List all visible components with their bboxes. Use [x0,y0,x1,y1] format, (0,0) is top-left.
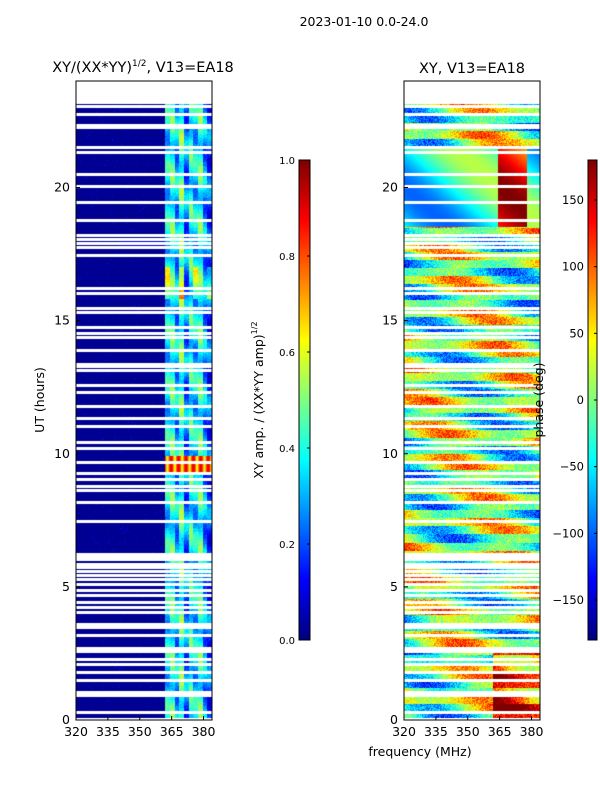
colorbar-tick-label: −150 [552,593,584,607]
colorbar-tick-label: 50 [569,326,584,340]
x-tick-label: 380 [520,724,544,739]
y-tick-label: 15 [382,313,398,328]
x-axis-label: frequency (MHz) [368,744,471,759]
amplitude-panel: XY/(XX*YY)1/2, V13=EA18 320 335 350 365 380 … [32,59,234,739]
amplitude-colorbar-frame [298,159,311,641]
amplitude-heatmap [76,81,212,720]
phase-colorbar-ticks: −150 −100 −50 0 50 100 150 [552,193,597,607]
x-tick-label: 365 [160,724,184,739]
suptitle: 2023-01-10 0.0-24.0 [300,14,429,29]
amplitude-plot-frame [75,80,213,721]
y-tick-label: 0 [390,712,398,727]
colorbar-tick-label: 0.4 [279,444,295,455]
y-tick-label: 20 [382,180,398,195]
x-tick-label: 335 [424,724,448,739]
x-tick-label: 320 [64,724,88,739]
amplitude-panel-title: XY/(XX*YY)1/2, V13=EA18 [52,59,234,76]
x-tick-label: 320 [392,724,416,739]
amplitude-colorbar-gradient [299,160,310,640]
x-tick-label: 350 [456,724,480,739]
colorbar-tick-label: 0 [577,393,584,407]
y-tick-label: 10 [54,446,70,461]
colorbar-tick-label: 1.0 [279,156,295,167]
phase-panel: XY, V13=EA18 320 335 350 365 380 0 5 10 15 20 [382,61,543,739]
phase-colorbar-label: phase (deg) [531,362,546,437]
amplitude-colorbar: 0.0 0.2 0.4 0.6 0.8 1.0 XY amp. / (XX*YY amp)… [250,156,311,647]
x-tick-label: 350 [128,724,152,739]
y-tick-label: 15 [54,313,70,328]
x-tick-label: 335 [96,724,120,739]
colorbar-tick-label: 0.8 [279,252,295,263]
amplitude-y-axis: 0 5 10 15 20 [54,180,80,727]
y-tick-label: 5 [390,579,398,594]
colorbar-tick-label: −100 [552,526,584,540]
y-tick-label: 20 [54,180,70,195]
colorbar-tick-label: 100 [562,260,584,274]
y-tick-label: 10 [382,446,398,461]
amplitude-colorbar-label: XY amp. / (XX*YY amp)1/2 [250,321,266,478]
amplitude-x-axis: 320 335 350 365 380 [64,716,215,739]
amplitude-colorbar-ticks: 0.0 0.2 0.4 0.6 0.8 1.0 [279,156,310,647]
x-tick-label: 365 [488,724,512,739]
phase-panel-title: XY, V13=EA18 [419,61,525,77]
colorbar-tick-label: 0.0 [279,636,295,647]
phase-y-axis: 0 5 10 15 20 [382,180,408,727]
phase-heatmap [404,81,540,720]
phase-colorbar-gradient [588,160,597,640]
amplitude-y-label: UT (hours) [32,367,47,433]
x-tick-label: 380 [192,724,216,739]
colorbar-tick-label: 0.2 [279,540,295,551]
colorbar-tick-label: −50 [560,460,584,474]
phase-x-axis: 320 335 350 365 380 [392,716,543,739]
phase-plot-frame [403,80,541,721]
phase-colorbar: −150 −100 −50 0 50 100 150 phase (deg) [531,159,598,641]
colorbar-tick-label: 150 [562,193,584,207]
colorbar-tick-label: 0.6 [279,348,295,359]
y-tick-label: 5 [62,579,70,594]
y-tick-label: 0 [62,712,70,727]
